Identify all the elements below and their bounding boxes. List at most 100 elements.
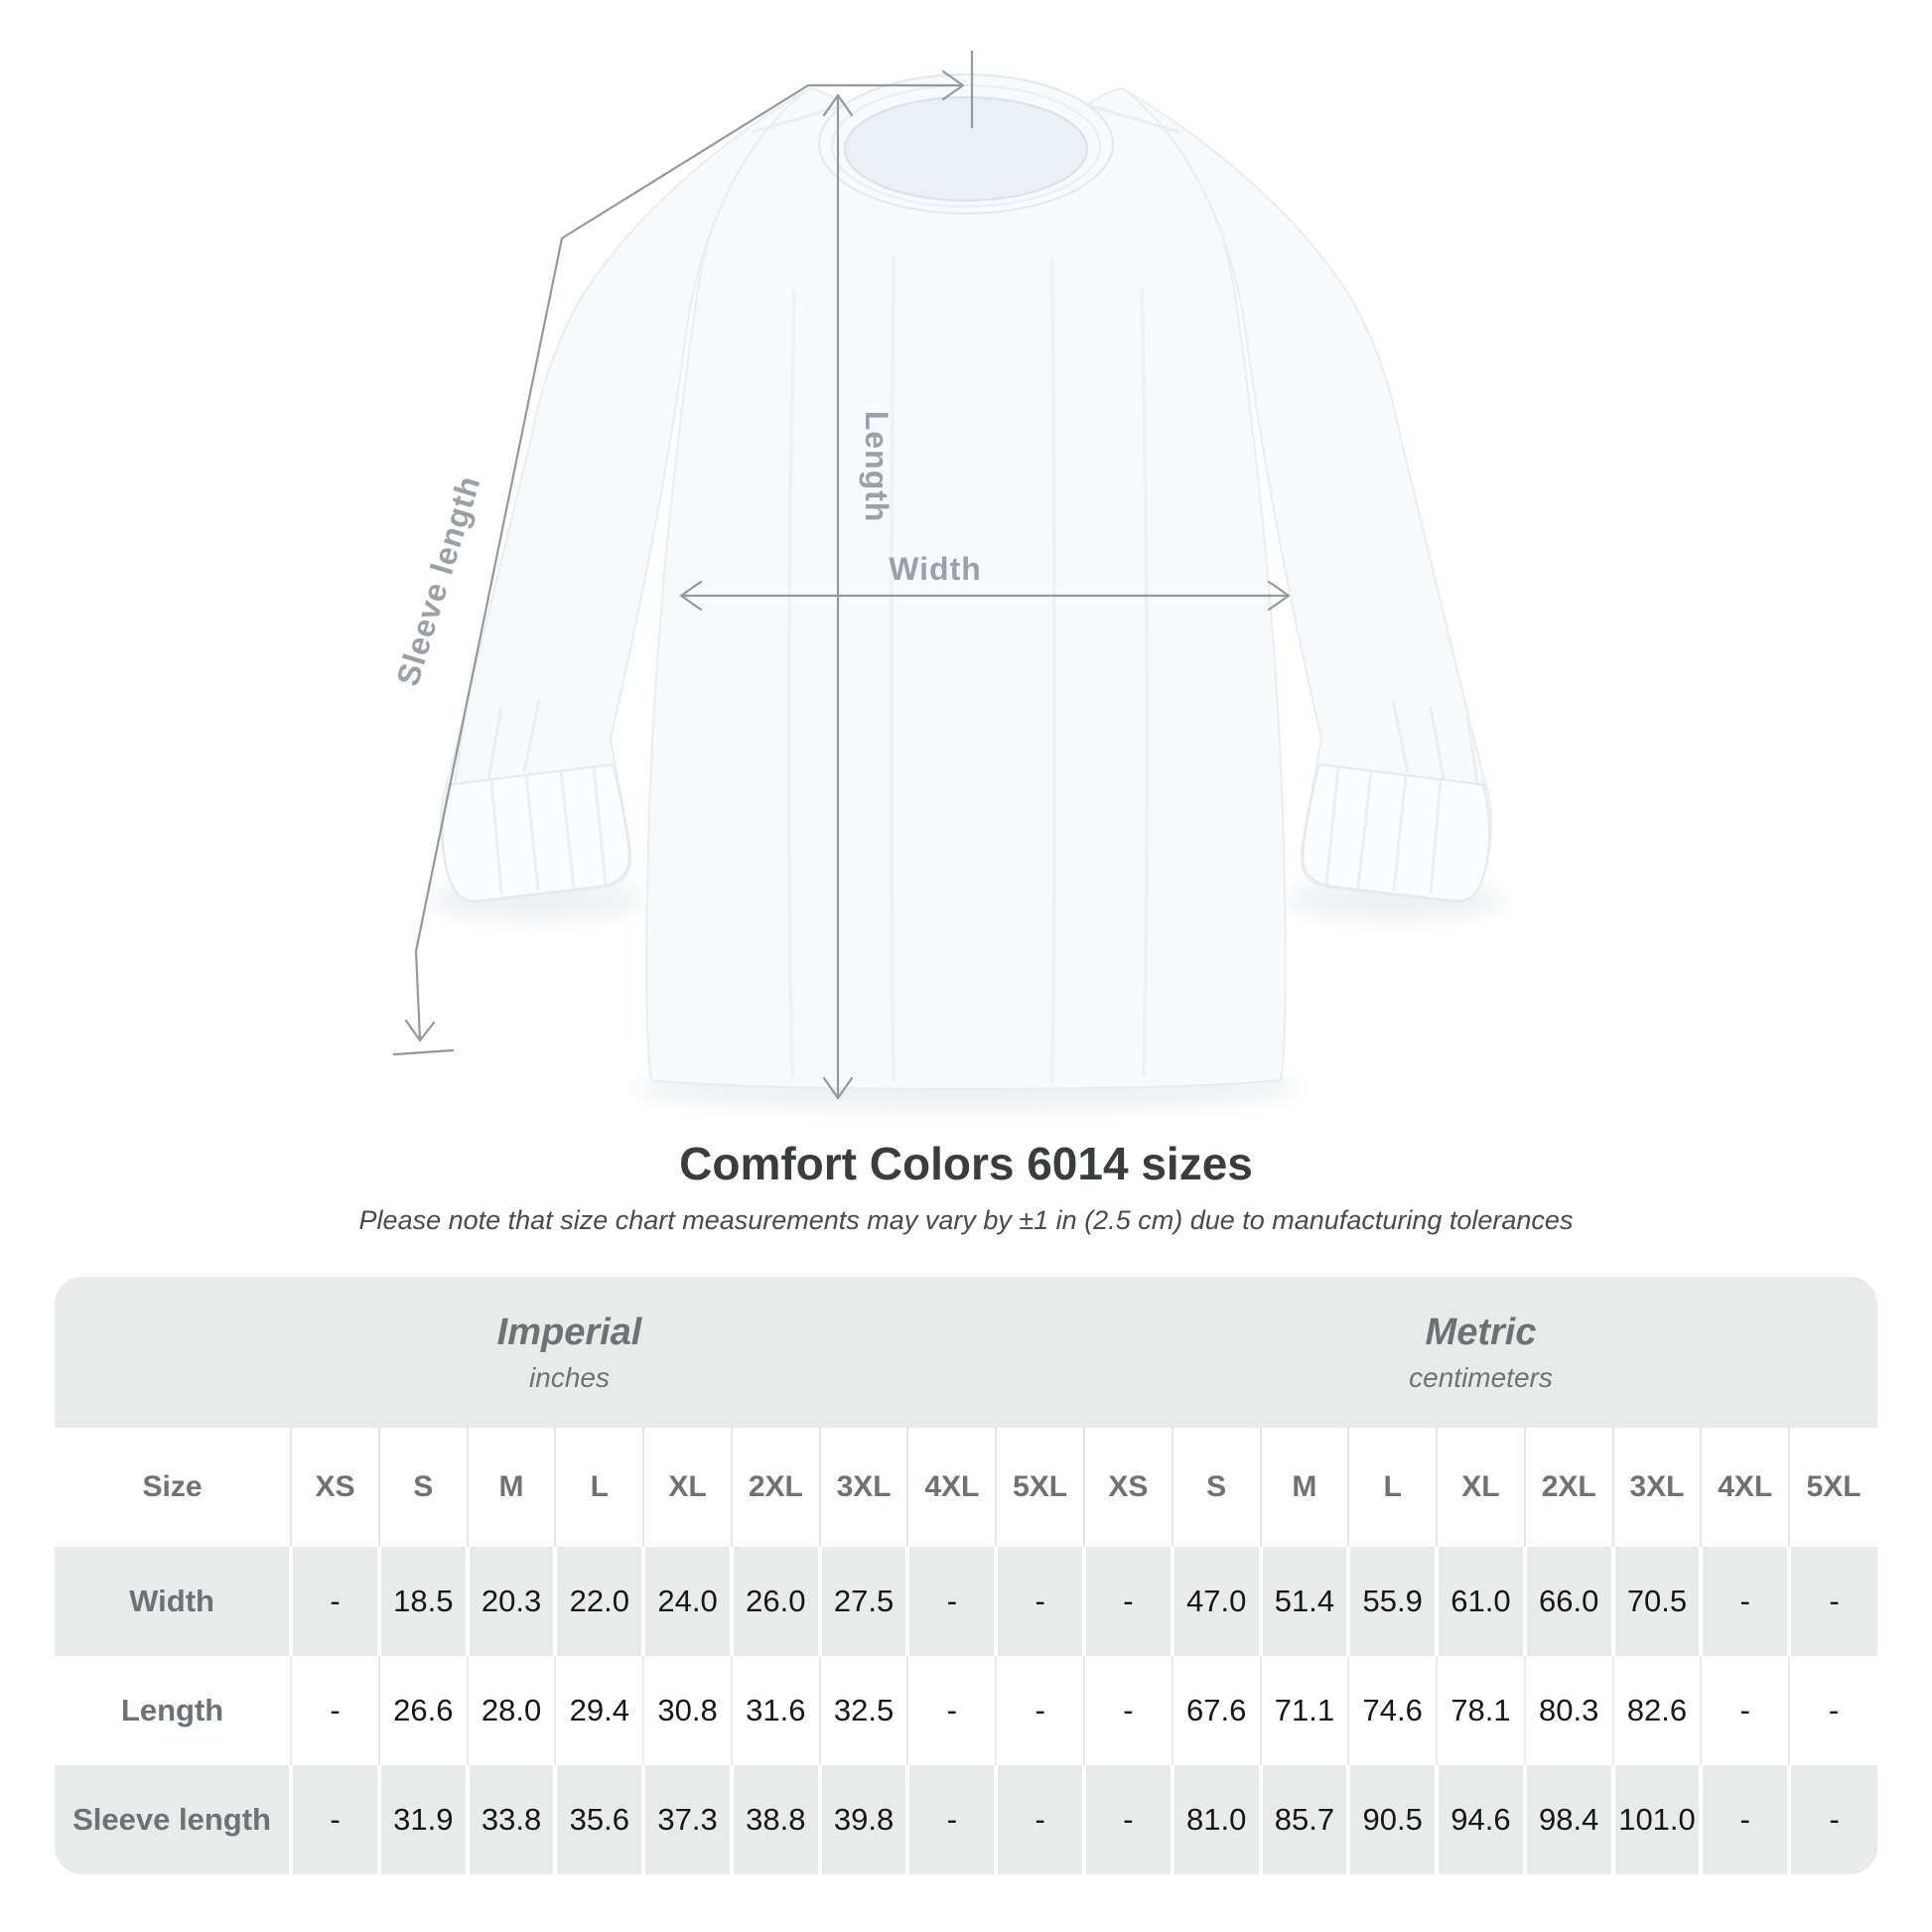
- measurement-row-label: Width: [55, 1547, 292, 1656]
- shirt-folds: [786, 257, 1150, 1083]
- measurement-value: 80.3: [1523, 1656, 1613, 1765]
- measurement-value: -: [906, 1656, 997, 1765]
- measurement-value: 85.7: [1258, 1765, 1349, 1874]
- size-header-row: Size XS S M L XL 2XL 3XL 4XL 5XL XS S M L XL 2XL 3XL 4XL…: [55, 1428, 1877, 1547]
- measurement-value: 31.6: [730, 1656, 820, 1765]
- size-column-header: XL: [1436, 1428, 1525, 1547]
- width-label: Width: [889, 551, 982, 587]
- sleeve-length-label: Sleeve length: [389, 472, 487, 690]
- size-chart-title: Comfort Colors 6014 sizes: [679, 1138, 1253, 1189]
- size-column-header: M: [1259, 1428, 1349, 1547]
- length-label: Length: [859, 411, 895, 523]
- collar-opening: [844, 96, 1088, 202]
- shirt-diagram-svg: Length Width Sleeve length: [389, 50, 1507, 1112]
- size-column-header: 3XL: [1611, 1428, 1702, 1547]
- measurement-value: 18.5: [376, 1547, 468, 1656]
- measurement-value: -: [994, 1765, 1085, 1874]
- measurement-value: 26.6: [377, 1656, 468, 1765]
- measurement-value: -: [1082, 1547, 1173, 1656]
- shirt-right-cuff: [1302, 762, 1491, 902]
- measurement-value: -: [905, 1765, 997, 1874]
- imperial-unit: inches: [529, 1361, 610, 1393]
- measurement-value: 24.0: [641, 1547, 732, 1656]
- left-cuff-ribs: [489, 766, 608, 895]
- measurement-value: -: [1699, 1547, 1790, 1656]
- measurement-value: 37.3: [641, 1765, 732, 1874]
- measurement-value: 47.0: [1170, 1547, 1261, 1656]
- size-column-header: 5XL: [995, 1428, 1085, 1547]
- measurement-value: 31.9: [376, 1765, 468, 1874]
- measurement-value: 94.6: [1435, 1765, 1525, 1874]
- measurement-value: 66.0: [1522, 1547, 1613, 1656]
- shoulder-reference-arrow: [806, 50, 974, 129]
- measurement-row-label: Sleeve length: [55, 1765, 292, 1874]
- size-column-header: XS: [1083, 1428, 1173, 1547]
- size-column-title: Size: [55, 1428, 292, 1547]
- size-column-header: L: [1347, 1428, 1438, 1547]
- measurement-value: -: [1788, 1656, 1877, 1765]
- size-chart-table: Imperial inches Metric centimeters Size …: [55, 1277, 1877, 1874]
- measurement-value: 74.6: [1347, 1656, 1438, 1765]
- size-column-header: XL: [642, 1428, 732, 1547]
- measurement-value: 82.6: [1611, 1656, 1702, 1765]
- metric-unit: centimeters: [1409, 1361, 1553, 1393]
- shirt-left-cuff: [441, 762, 630, 902]
- size-column-header: 2XL: [1523, 1428, 1613, 1547]
- measurement-value: -: [1082, 1765, 1173, 1874]
- size-column-header: 5XL: [1788, 1428, 1877, 1547]
- measurement-value: -: [1699, 1765, 1790, 1874]
- measurement-value: -: [994, 1547, 1085, 1656]
- measurement-value: -: [289, 1547, 379, 1656]
- measurement-row-label: Length: [55, 1656, 292, 1765]
- measurement-value: 98.4: [1522, 1765, 1613, 1874]
- measurement-value: 67.6: [1171, 1656, 1261, 1765]
- measurement-row: Width -18.5 20.3 22.0 24.0 26.0 27.5- - -47.0 51.…: [55, 1547, 1877, 1656]
- size-column-header: M: [466, 1428, 556, 1547]
- imperial-label: Imperial: [496, 1311, 642, 1353]
- size-column-header: S: [377, 1428, 468, 1547]
- size-column-header: 2XL: [730, 1428, 820, 1547]
- unit-header-row: Imperial inches Metric centimeters: [55, 1277, 1877, 1428]
- sleeve-gather-folds: [453, 699, 1479, 785]
- size-column-header: XS: [290, 1428, 379, 1547]
- measurement-value: -: [905, 1547, 997, 1656]
- measurement-value: -: [1787, 1547, 1877, 1656]
- size-table-body: Width -18.5 20.3 22.0 24.0 26.0 27.5- - -47.0 51.…: [55, 1547, 1877, 1874]
- measurement-value: 35.6: [553, 1765, 644, 1874]
- metric-header-cell: Metric centimeters: [1084, 1277, 1877, 1428]
- measurement-value: 81.0: [1170, 1765, 1261, 1874]
- measurement-value: 71.1: [1259, 1656, 1349, 1765]
- size-column-header: L: [554, 1428, 644, 1547]
- size-column-header: 4XL: [1700, 1428, 1790, 1547]
- measurement-value: -: [1083, 1656, 1173, 1765]
- measurement-value: 26.0: [729, 1547, 820, 1656]
- measurement-value: -: [995, 1656, 1085, 1765]
- right-cuff-ribs: [1324, 766, 1443, 895]
- measurement-value: 90.5: [1346, 1765, 1438, 1874]
- measurement-value: 28.0: [466, 1656, 556, 1765]
- measurement-value: -: [1787, 1765, 1877, 1874]
- measurement-value: 33.8: [465, 1765, 556, 1874]
- size-table-container: Imperial inches Metric centimeters Size …: [55, 1277, 1877, 1874]
- title-block: Comfort Colors 6014 sizes Please note th…: [0, 1138, 1932, 1237]
- measurement-value: 55.9: [1346, 1547, 1438, 1656]
- measurement-value: 38.8: [729, 1765, 820, 1874]
- measurement-value: 39.8: [817, 1765, 908, 1874]
- shirt-body: [645, 87, 1287, 1090]
- measurement-row: Length -26.6 28.0 29.4 30.8 31.6 32.5- - -67.6 71…: [55, 1656, 1877, 1765]
- measurement-value: 32.5: [818, 1656, 908, 1765]
- measurement-value: 61.0: [1435, 1547, 1525, 1656]
- measurement-value: 51.4: [1258, 1547, 1349, 1656]
- measurement-value: 30.8: [642, 1656, 732, 1765]
- measurement-value: -: [290, 1656, 379, 1765]
- measurement-value: 78.1: [1436, 1656, 1525, 1765]
- measurement-value: 29.4: [554, 1656, 644, 1765]
- measurement-value: 101.0: [1610, 1765, 1702, 1874]
- measurement-value: 22.0: [553, 1547, 644, 1656]
- metric-label: Metric: [1425, 1311, 1537, 1353]
- size-column-header: S: [1171, 1428, 1261, 1547]
- measurement-value: -: [1700, 1656, 1790, 1765]
- imperial-header-cell: Imperial inches: [55, 1277, 1085, 1428]
- size-chart-note: Please note that size chart measurements…: [358, 1205, 1574, 1235]
